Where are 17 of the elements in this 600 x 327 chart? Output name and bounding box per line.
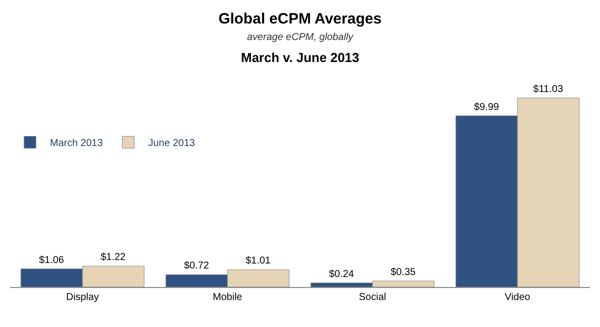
data-label: $1.06 (38, 254, 64, 266)
x-tick-label: Display (66, 292, 99, 303)
x-tick-label: Video (504, 292, 531, 303)
x-tick-label: Mobile (212, 292, 243, 303)
data-label: $9.99 (474, 102, 500, 113)
data-label: $0.35 (390, 267, 416, 278)
x-tick-label: Social (358, 292, 386, 303)
chart-title: Global eCPM Averages (218, 10, 382, 28)
data-label: $11.03 (533, 84, 564, 95)
data-label: $1.01 (246, 256, 272, 267)
chart-subtitle: average eCPM, globally (247, 32, 354, 43)
data-label: $1.22 (100, 252, 126, 264)
legend-label: June 2013 (148, 138, 196, 150)
data-label: $0.24 (328, 268, 354, 280)
text: March v. June 2013 (241, 50, 360, 65)
legend-label: March 2013 (50, 138, 104, 150)
data-label: $0.72 (184, 260, 210, 272)
